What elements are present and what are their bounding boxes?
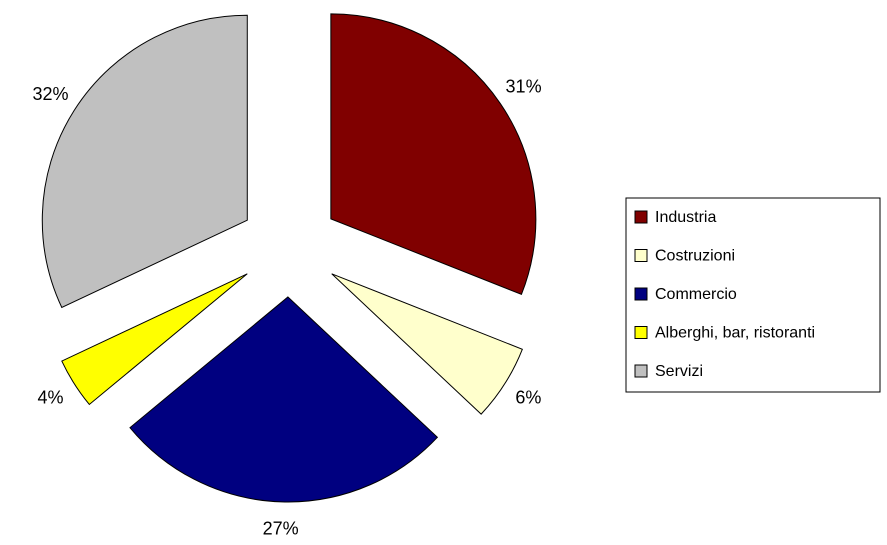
legend-swatch	[634, 287, 648, 301]
data-label: 32%	[33, 84, 69, 104]
legend-swatch	[634, 210, 648, 224]
data-label: 27%	[263, 519, 299, 539]
legend-label: Alberghi, bar, ristoranti	[655, 325, 815, 342]
legend-swatch	[634, 364, 648, 378]
legend-label: Commercio	[655, 286, 737, 303]
data-label: 6%	[515, 387, 541, 407]
pie-slice	[330, 13, 537, 296]
pie-slice	[61, 273, 248, 406]
pie-slice	[41, 14, 248, 309]
pie-slice	[331, 273, 523, 415]
legend-box	[625, 197, 881, 393]
legend-swatch	[634, 326, 648, 339]
legend-label: Servizi	[655, 363, 703, 380]
legend-label: Industria	[655, 209, 716, 226]
legend-label: Costruzioni	[655, 248, 735, 265]
legend-swatch	[634, 249, 648, 262]
pie-slice	[129, 296, 439, 503]
data-label: 4%	[38, 387, 64, 407]
data-label: 31%	[506, 77, 542, 97]
